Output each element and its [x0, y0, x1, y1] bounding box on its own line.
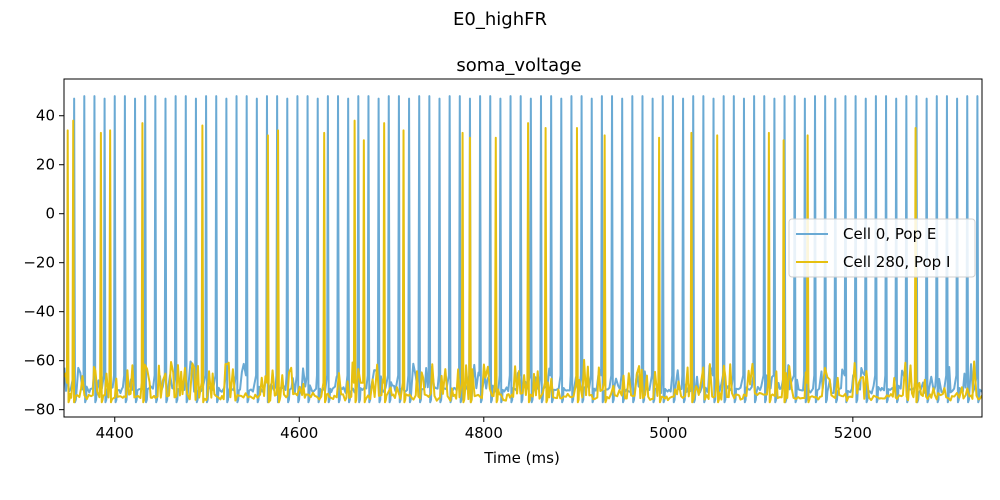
- y-tick-label: 0: [45, 205, 55, 223]
- y-tick-label: 40: [36, 107, 55, 125]
- x-tick-label: 4400: [96, 424, 134, 442]
- x-tick-label: 5200: [834, 424, 872, 442]
- series-layer: [64, 95, 982, 404]
- figure-suptitle: E0_highFR: [453, 9, 547, 30]
- y-tick-label: −40: [23, 303, 55, 321]
- legend-label-cell-0: Cell 0, Pop E: [843, 225, 936, 243]
- legend-box: [788, 218, 976, 278]
- y-axis: 40 20 0 −20 −40 −60 −80: [23, 107, 64, 419]
- y-tick-label: −80: [23, 401, 55, 419]
- y-tick-label: −60: [23, 352, 55, 370]
- chart-title: soma_voltage: [456, 55, 581, 76]
- series-line-cell-0-pop-e: [64, 95, 982, 404]
- x-tick-label: 4600: [280, 424, 318, 442]
- y-tick-label: 20: [36, 156, 55, 174]
- plot-frame: [63, 78, 983, 418]
- series-line-cell-280-pop-i: [64, 119, 982, 404]
- x-axis-label: Time (ms): [483, 449, 560, 467]
- x-tick-label: 5000: [649, 424, 687, 442]
- x-axis: 4400 4600 4800 5000 5200: [96, 417, 872, 442]
- legend: Cell 0, Pop E Cell 280, Pop I: [788, 218, 976, 278]
- legend-label-cell-280: Cell 280, Pop I: [843, 253, 950, 271]
- y-tick-label: −20: [23, 254, 55, 272]
- x-tick-label: 4800: [465, 424, 503, 442]
